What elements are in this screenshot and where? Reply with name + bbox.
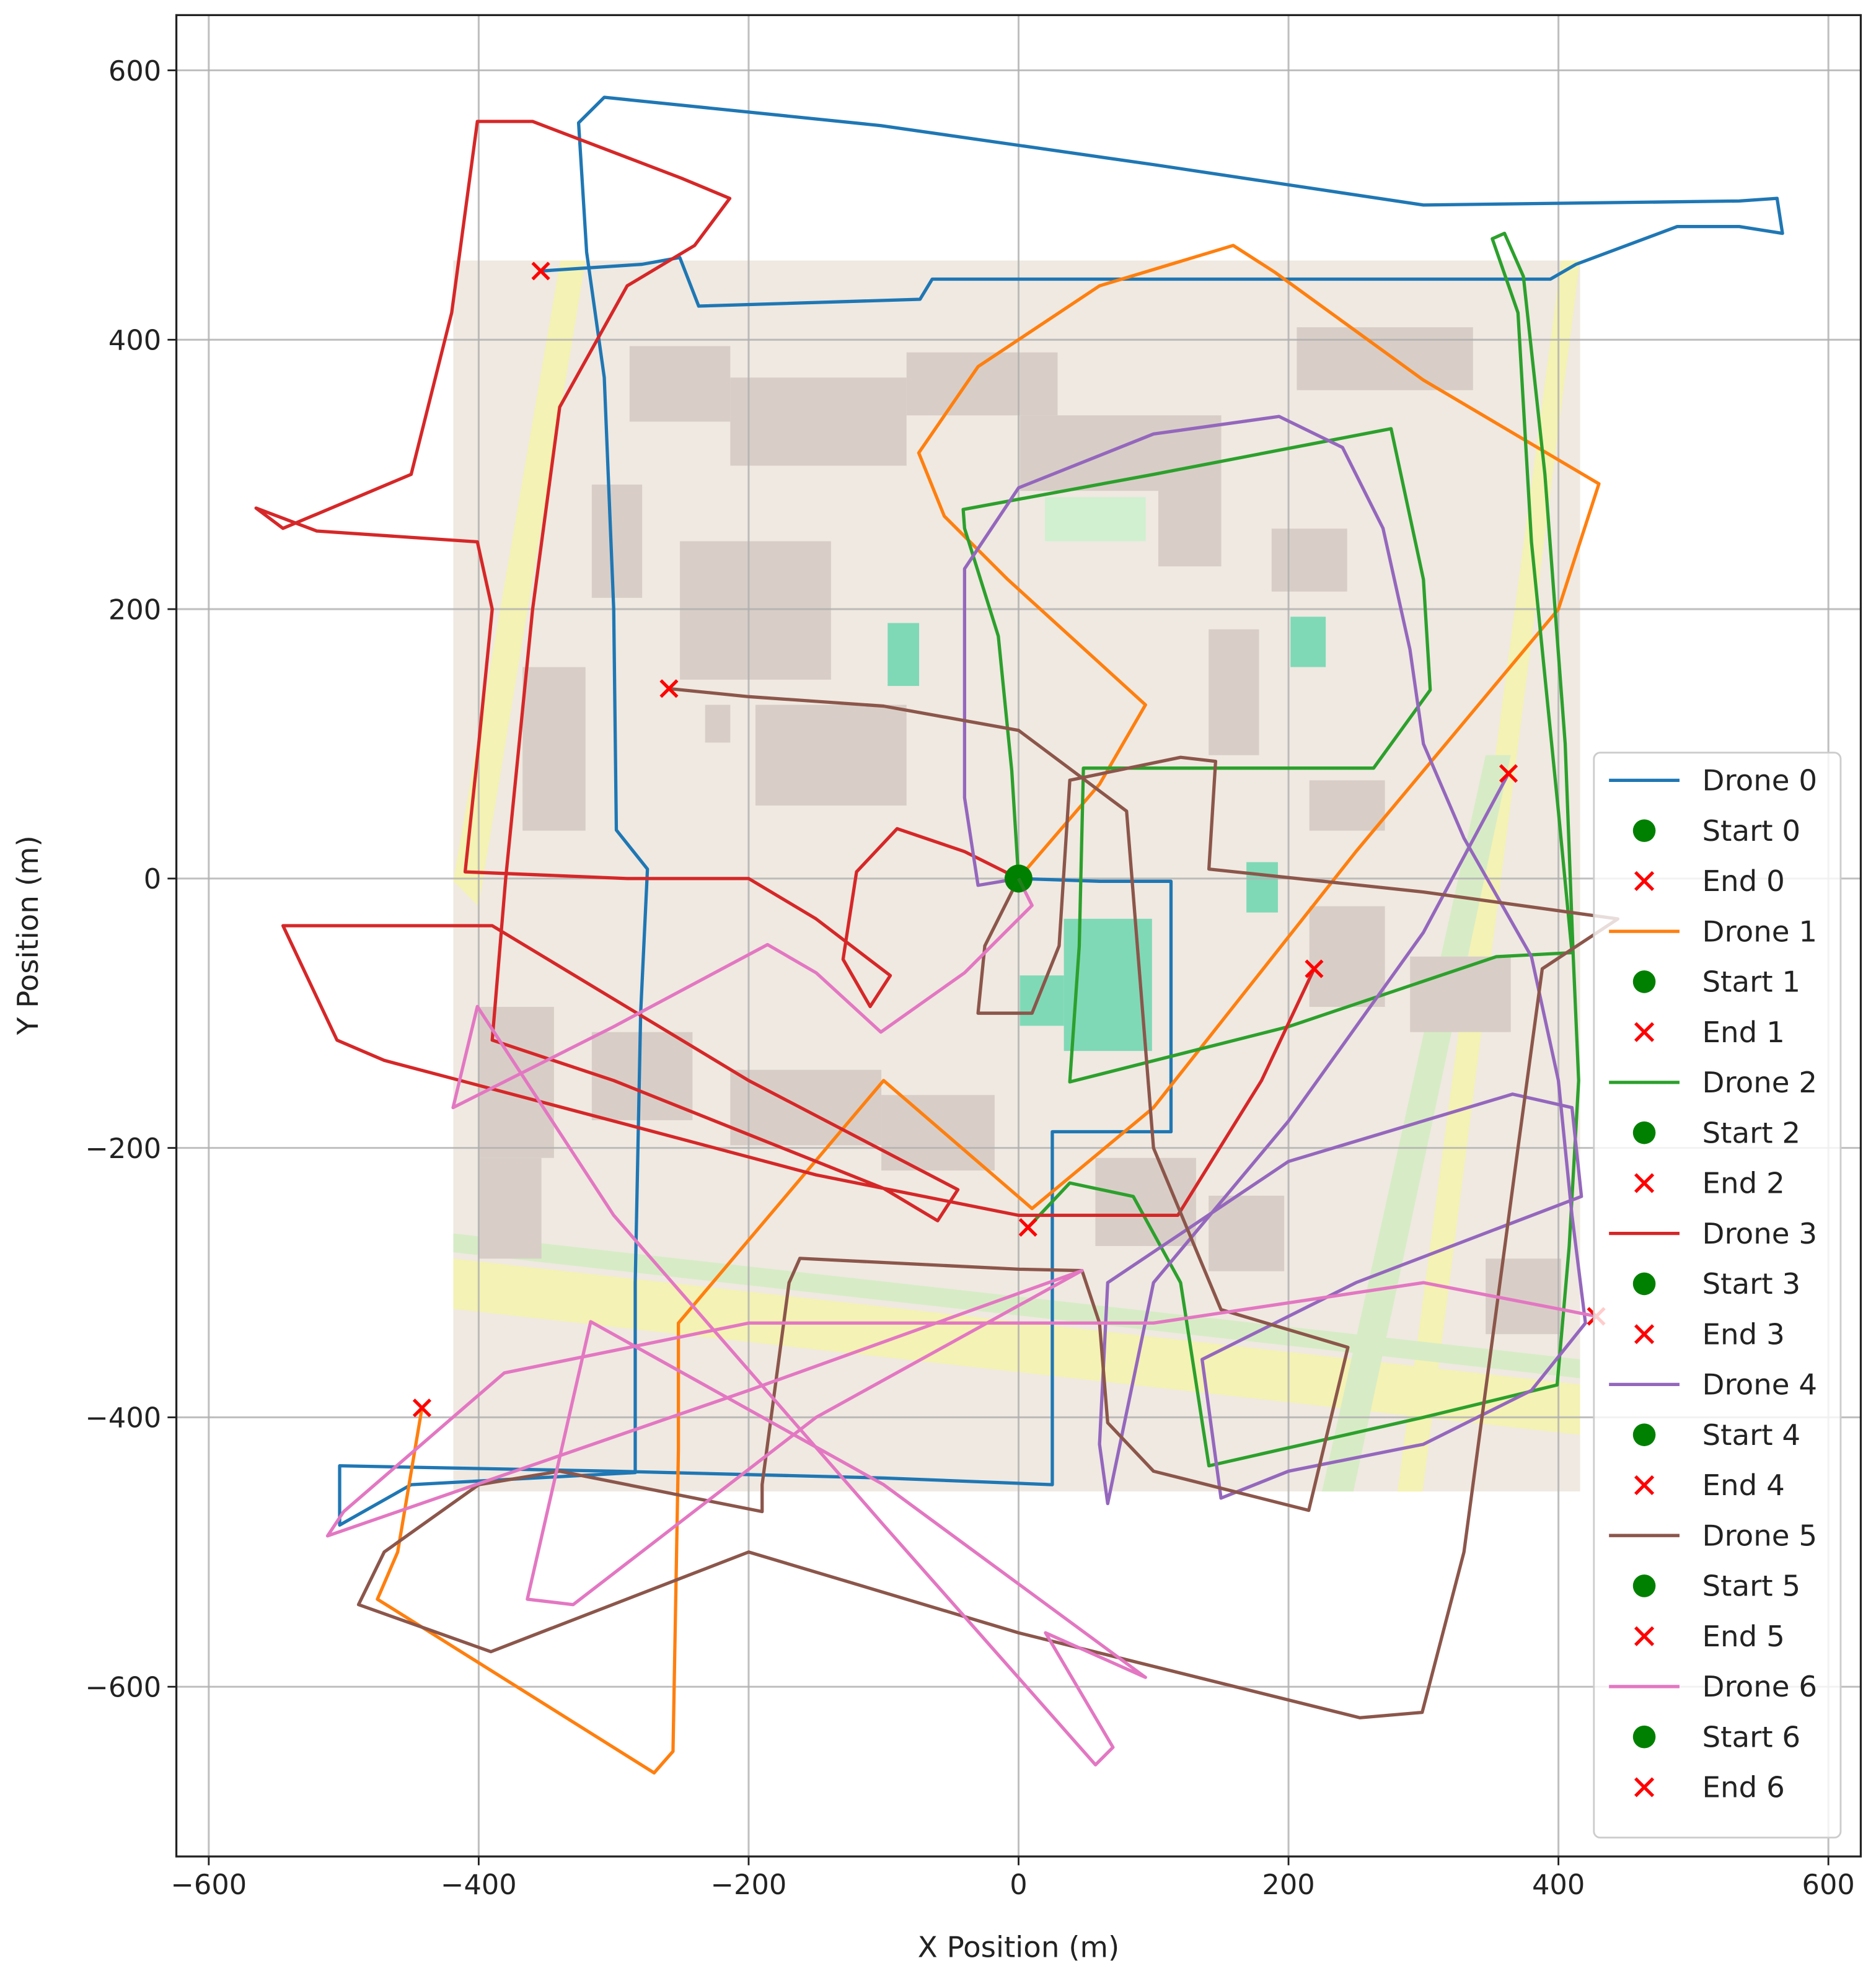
ticks: −600 −400 −200 0 200 400 600 −600 −400 −200 0 200 40… [85, 55, 1854, 1901]
y-tick-label: 600 [108, 55, 161, 87]
y-tick-label: −400 [85, 1402, 161, 1434]
legend-label: Drone 3 [1702, 1218, 1817, 1251]
legend-label: End 2 [1702, 1167, 1784, 1201]
trajectory [962, 415, 1587, 1506]
end-marker [1305, 959, 1324, 978]
legend-label: End 6 [1702, 1771, 1784, 1805]
legend-swatch [1632, 1121, 1656, 1144]
trajectory [338, 95, 1784, 1527]
y-tick-label: −200 [85, 1133, 161, 1165]
x-tick-label: −200 [711, 1869, 787, 1901]
y-axis-label: Y Position (m) [12, 835, 45, 1035]
end-marker [531, 261, 550, 281]
legend-label: End 3 [1702, 1318, 1784, 1351]
x-tick-label: 600 [1802, 1869, 1855, 1901]
legend-label: End 0 [1702, 865, 1784, 898]
legend-label: End 5 [1702, 1620, 1784, 1654]
grid [176, 15, 1861, 1857]
start-marker [1005, 864, 1033, 893]
legend-label: End 4 [1702, 1469, 1784, 1503]
legend-swatch [1632, 819, 1656, 842]
legend: Drone 0 Start 0 End 0 Drone 1 Start 1 End 1 Dr… [1593, 752, 1842, 1839]
plot-area [254, 95, 1784, 1775]
legend-label: Drone 5 [1702, 1519, 1817, 1553]
x-tick-label: 400 [1532, 1869, 1585, 1901]
legend-label: Start 6 [1702, 1721, 1800, 1754]
legend-swatch [1632, 1574, 1656, 1597]
y-tick-label: 0 [144, 863, 161, 895]
y-tick-label: 200 [108, 594, 161, 626]
end-marker [659, 679, 679, 698]
legend-label: Drone 4 [1702, 1369, 1817, 1402]
legend-label: Start 1 [1702, 966, 1800, 999]
legend-swatch [1634, 1475, 1655, 1496]
legend-label: Start 2 [1702, 1117, 1800, 1150]
legend-swatch [1634, 871, 1655, 891]
y-tick-label: −600 [85, 1671, 161, 1703]
legend-label: Start 5 [1702, 1570, 1800, 1604]
end-marker [1018, 1218, 1037, 1237]
legend-swatch [1634, 1777, 1655, 1798]
legend-label: Drone 6 [1702, 1670, 1817, 1704]
legend-label: End 1 [1702, 1016, 1784, 1050]
legend-swatch [1632, 1272, 1656, 1296]
trajectory [356, 687, 1620, 1719]
legend-swatch [1634, 1173, 1655, 1193]
x-tick-label: −600 [170, 1869, 247, 1901]
trajectory [961, 231, 1580, 1468]
legend-swatch [1634, 1626, 1655, 1646]
legend-swatch [1632, 970, 1656, 993]
legend-box [1593, 752, 1842, 1839]
legend-label: Start 3 [1702, 1268, 1800, 1301]
end-marker [412, 1398, 431, 1418]
legend-swatch [1634, 1324, 1655, 1345]
trajectory [254, 120, 1316, 1223]
legend-label: Start 0 [1702, 815, 1800, 848]
end-marker [1499, 764, 1518, 783]
x-tick-label: 200 [1262, 1869, 1315, 1901]
x-tick-label: 0 [1010, 1869, 1027, 1901]
legend-label: Drone 1 [1702, 915, 1817, 949]
legend-swatch [1632, 1725, 1656, 1749]
legend-label: Drone 0 [1702, 765, 1817, 798]
legend-swatch [1632, 1423, 1656, 1446]
trajectory [376, 244, 1601, 1775]
legend-swatch [1634, 1022, 1655, 1042]
x-tick-label: −400 [441, 1869, 517, 1901]
legend-label: Drone 2 [1702, 1066, 1817, 1100]
legend-label: Start 4 [1702, 1419, 1800, 1452]
trajectory [325, 877, 1597, 1767]
x-axis-label: X Position (m) [918, 1931, 1119, 1965]
y-tick-label: 400 [108, 325, 161, 357]
